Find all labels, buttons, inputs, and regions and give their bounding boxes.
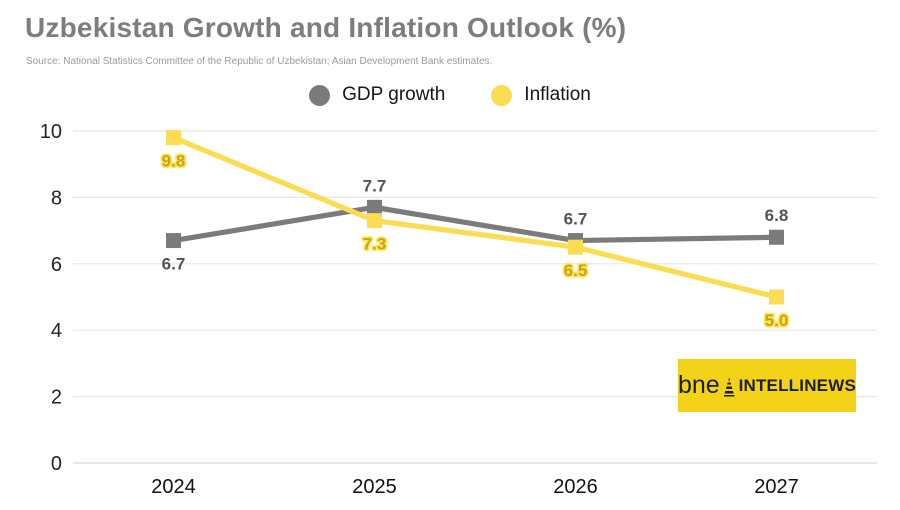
logo-name-text: INTELLINEWS <box>738 376 856 395</box>
source-note: Source: National Statistics Committee of… <box>26 56 493 67</box>
page-title: Uzbekistan Growth and Inflation Outlook … <box>25 12 627 43</box>
data-point-marker[interactable] <box>568 239 583 255</box>
data-label: 9.8 <box>162 152 186 171</box>
y-axis-labels: 0 2 4 6 8 10 <box>40 121 62 475</box>
data-point-marker[interactable] <box>166 233 181 249</box>
data-point-marker[interactable] <box>367 213 382 229</box>
x-tick-label: 2027 <box>754 476 799 498</box>
y-tick-label: 6 <box>51 254 62 276</box>
gridlines <box>73 130 877 464</box>
legend-label: Inflation <box>524 84 591 105</box>
data-label: 7.3 <box>363 235 387 254</box>
y-tick-label: 0 <box>51 453 62 475</box>
series-gdp-growth <box>166 199 784 249</box>
y-tick-label: 10 <box>40 121 62 143</box>
gdp-growth-swatch-icon <box>309 84 331 106</box>
x-tick-label: 2026 <box>553 476 598 498</box>
data-label: 6.7 <box>564 210 588 229</box>
x-axis-labels: 2024 2025 2026 2027 <box>151 476 799 498</box>
data-label: 7.7 <box>363 176 387 195</box>
data-labels-inflation: 9.8 7.3 6.5 5.0 <box>160 150 790 332</box>
data-point-marker[interactable] <box>166 130 181 146</box>
legend-item-inflation[interactable]: Inflation <box>491 84 591 106</box>
data-label: 6.5 <box>564 261 588 280</box>
y-tick-label: 2 <box>51 387 62 409</box>
data-labels-gdp-growth: 6.7 7.7 6.7 6.8 <box>162 176 789 273</box>
data-point-marker[interactable] <box>769 229 784 245</box>
data-point-marker[interactable] <box>367 199 382 215</box>
legend-label: GDP growth <box>342 84 446 105</box>
chart-legend: GDP growth Inflation <box>0 84 900 106</box>
data-label: 5.0 <box>765 311 789 330</box>
data-label: 6.8 <box>765 206 789 225</box>
data-label: 6.7 <box>162 255 186 274</box>
data-point-marker[interactable] <box>769 289 784 305</box>
x-tick-label: 2024 <box>151 476 196 498</box>
logo-prefix-text: bne <box>678 371 720 399</box>
bne-intellinews-logo: bne INTELLINEWS <box>678 359 856 412</box>
mountain-icon <box>723 377 735 397</box>
y-tick-label: 4 <box>51 320 62 342</box>
series-inflation <box>166 130 784 305</box>
inflation-swatch-icon <box>491 84 513 106</box>
y-tick-label: 8 <box>51 187 62 209</box>
x-tick-label: 2025 <box>352 476 397 498</box>
legend-item-gdp-growth[interactable]: GDP growth <box>309 84 445 106</box>
